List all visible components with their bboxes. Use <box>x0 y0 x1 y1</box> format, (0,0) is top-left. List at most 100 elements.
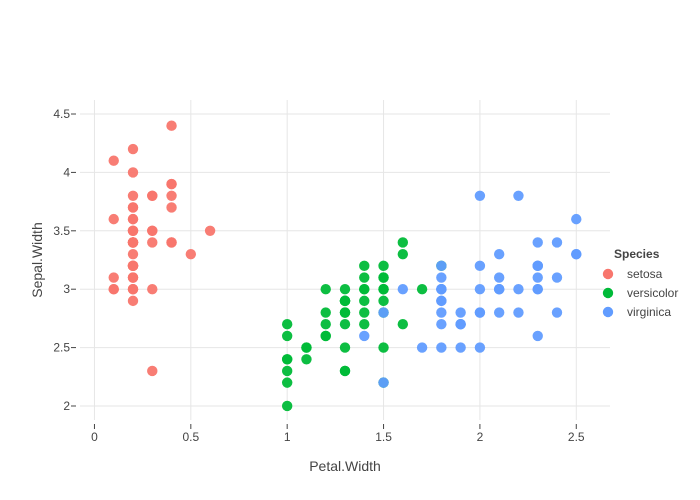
data-point-versicolor[interactable] <box>378 272 389 283</box>
data-point-versicolor[interactable] <box>281 377 293 388</box>
data-point-versicolor[interactable] <box>397 237 409 248</box>
data-point-setosa[interactable] <box>127 167 139 178</box>
data-point-virginica[interactable] <box>551 272 563 283</box>
data-point-virginica[interactable] <box>455 319 466 330</box>
data-point-versicolor[interactable] <box>320 319 331 330</box>
data-point-virginica[interactable] <box>416 342 428 353</box>
data-point-virginica[interactable] <box>436 295 447 307</box>
data-point-setosa[interactable] <box>166 190 177 201</box>
data-point-virginica[interactable] <box>436 319 447 330</box>
data-point-setosa[interactable] <box>108 272 119 283</box>
data-point-setosa[interactable] <box>166 178 177 190</box>
data-point-virginica[interactable] <box>359 330 370 342</box>
data-point-virginica[interactable] <box>397 283 409 295</box>
data-point-virginica[interactable] <box>474 342 486 353</box>
data-point-setosa[interactable] <box>185 248 197 260</box>
data-point-virginica[interactable] <box>532 260 543 272</box>
data-point-virginica[interactable] <box>551 307 563 318</box>
data-point-versicolor[interactable] <box>378 295 389 307</box>
data-point-versicolor[interactable] <box>359 260 370 272</box>
data-point-setosa[interactable] <box>147 190 158 201</box>
data-point-virginica[interactable] <box>474 260 486 272</box>
data-point-virginica[interactable] <box>493 248 505 260</box>
data-point-setosa[interactable] <box>147 283 158 295</box>
data-point-versicolor[interactable] <box>281 400 293 412</box>
data-point-setosa[interactable] <box>204 225 216 237</box>
data-point-setosa[interactable] <box>108 213 119 225</box>
data-point-virginica[interactable] <box>532 237 543 248</box>
data-point-versicolor[interactable] <box>339 342 351 353</box>
data-point-versicolor[interactable] <box>339 283 351 295</box>
data-point-virginica[interactable] <box>513 190 524 201</box>
data-point-virginica[interactable] <box>571 213 582 225</box>
data-point-virginica[interactable] <box>378 307 389 318</box>
data-point-setosa[interactable] <box>127 202 139 213</box>
data-point-virginica[interactable] <box>493 307 505 318</box>
data-point-versicolor[interactable] <box>301 342 312 353</box>
data-point-versicolor[interactable] <box>281 365 293 377</box>
data-point-virginica[interactable] <box>455 307 466 318</box>
data-point-versicolor[interactable] <box>301 354 312 365</box>
data-point-setosa[interactable] <box>166 202 177 213</box>
data-point-versicolor[interactable] <box>397 248 409 260</box>
data-point-virginica[interactable] <box>455 342 466 353</box>
data-point-versicolor[interactable] <box>339 319 351 330</box>
data-point-virginica[interactable] <box>532 330 543 342</box>
data-point-virginica[interactable] <box>436 307 447 318</box>
data-point-versicolor[interactable] <box>339 365 351 377</box>
data-point-setosa[interactable] <box>147 365 158 377</box>
data-point-setosa[interactable] <box>127 190 139 201</box>
data-point-versicolor[interactable] <box>320 307 331 318</box>
data-point-setosa[interactable] <box>166 120 177 131</box>
data-point-setosa[interactable] <box>127 260 139 272</box>
data-point-setosa[interactable] <box>108 283 119 295</box>
data-point-versicolor[interactable] <box>320 283 331 295</box>
legend-item-virginica[interactable]: virginica <box>602 305 672 319</box>
data-point-setosa[interactable] <box>147 225 158 237</box>
data-point-versicolor[interactable] <box>359 319 370 330</box>
data-point-versicolor[interactable] <box>359 295 370 307</box>
data-point-virginica[interactable] <box>493 272 505 283</box>
data-point-versicolor[interactable] <box>281 354 293 365</box>
data-point-setosa[interactable] <box>127 213 139 225</box>
data-point-setosa[interactable] <box>127 225 139 237</box>
data-point-virginica[interactable] <box>378 377 389 388</box>
data-point-setosa[interactable] <box>127 272 139 283</box>
data-point-versicolor[interactable] <box>416 283 428 295</box>
data-point-versicolor[interactable] <box>378 342 389 353</box>
data-point-versicolor[interactable] <box>378 283 389 295</box>
data-point-virginica[interactable] <box>436 283 447 295</box>
data-point-virginica[interactable] <box>436 260 447 272</box>
data-point-versicolor[interactable] <box>281 319 293 330</box>
data-point-virginica[interactable] <box>532 272 543 283</box>
data-point-setosa[interactable] <box>147 237 158 248</box>
data-point-versicolor[interactable] <box>359 307 370 318</box>
data-point-virginica[interactable] <box>474 283 486 295</box>
legend-item-versicolor[interactable]: versicolor <box>602 286 679 300</box>
data-point-versicolor[interactable] <box>359 272 370 283</box>
data-point-setosa[interactable] <box>108 155 119 166</box>
data-point-setosa[interactable] <box>127 143 139 155</box>
data-point-versicolor[interactable] <box>339 307 351 318</box>
data-point-virginica[interactable] <box>474 190 486 201</box>
data-point-setosa[interactable] <box>127 295 139 307</box>
data-point-virginica[interactable] <box>474 307 486 318</box>
data-point-virginica[interactable] <box>493 283 505 295</box>
data-point-versicolor[interactable] <box>378 260 389 272</box>
data-point-virginica[interactable] <box>436 272 447 283</box>
data-point-virginica[interactable] <box>532 283 543 295</box>
data-point-virginica[interactable] <box>513 307 524 318</box>
data-point-versicolor[interactable] <box>281 330 293 342</box>
legend-item-setosa[interactable]: setosa <box>602 267 663 281</box>
data-point-setosa[interactable] <box>127 237 139 248</box>
data-point-virginica[interactable] <box>551 237 563 248</box>
data-point-virginica[interactable] <box>513 283 524 295</box>
data-point-versicolor[interactable] <box>339 295 351 307</box>
data-point-setosa[interactable] <box>127 283 139 295</box>
data-point-setosa[interactable] <box>166 237 177 248</box>
data-point-versicolor[interactable] <box>359 283 370 295</box>
data-point-versicolor[interactable] <box>397 319 409 330</box>
data-point-versicolor[interactable] <box>320 330 331 342</box>
data-point-setosa[interactable] <box>127 248 139 260</box>
data-point-virginica[interactable] <box>436 342 447 353</box>
